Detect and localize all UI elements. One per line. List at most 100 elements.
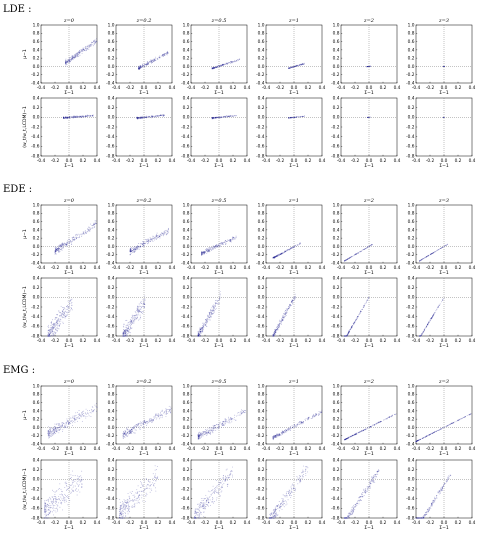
scatter-point [241,412,243,414]
scatter-point [218,244,220,246]
scatter-point [155,414,156,416]
x-tick-label: 0.2 [80,338,87,344]
scatter-point [59,315,61,316]
scatter-point [149,59,151,61]
scatter-point [162,234,164,236]
scatter-point [65,62,67,64]
scatter-point [150,60,152,62]
scatter-point [82,50,84,52]
scatter-point [65,424,67,426]
scatter-point [293,116,295,118]
scatter-point [51,427,53,429]
y-tick-label: 0.8 [333,211,340,217]
scatter-point [92,410,94,412]
scatter-point [287,308,289,310]
scatter-point [73,239,75,240]
scatter-point [231,62,233,64]
scatter-point [154,237,155,239]
scatter-point [219,243,221,245]
scatter-point [66,421,68,423]
scatter-point [142,65,144,67]
x-axis-label: Σ−1 [439,270,449,276]
scatter-point [129,431,131,433]
scatter-point [83,49,85,51]
scatter-point [57,423,59,425]
scatter-point [237,414,239,416]
scatter-point [154,59,156,61]
scatter-point [154,416,156,418]
scatter-point [132,247,134,249]
scatter-point [240,411,242,413]
redshift-label: z=1 [288,18,299,24]
scatter-point [53,328,55,330]
y-tick-label: -0.2 [31,72,40,78]
scatter-point [302,63,304,65]
scatter-point [123,326,125,328]
scatter-point [68,306,70,307]
scatter-point [89,44,91,46]
scatter-point [79,236,81,238]
scatter-point [68,60,70,62]
scatter-point [162,114,163,116]
scatter-point [153,61,155,62]
scatter-point [152,115,154,117]
scatter-point [63,117,64,119]
scatter-point [284,314,286,315]
scatter-point [237,59,239,61]
scatter-point [74,56,76,58]
y-tick-label: -0.6 [106,324,115,330]
y-tick-label: -0.2 [331,124,340,130]
scatter-point [138,243,140,244]
scatter-point [237,59,239,61]
scatter-point [142,423,143,425]
scatter-point [72,57,74,59]
scatter-point [213,309,215,311]
scatter-point [49,435,51,437]
scatter-point [209,318,211,320]
scatter-point [162,115,164,117]
scatter-point [297,65,298,67]
scatter-point [65,59,67,61]
scatter-point [284,250,286,252]
scatter-point [213,429,215,431]
scatter-point [425,256,426,258]
scatter-point [282,314,284,316]
scatter-point [88,114,89,116]
scatter-point [303,62,305,64]
x-tick-label: -0.2 [51,265,60,271]
y-tick-label: 0.2 [258,285,265,291]
scatter-point [75,116,77,117]
scatter-point [348,257,350,259]
scatter-point [167,413,169,415]
scatter-point [150,60,152,62]
scatter-point [163,53,165,55]
redshift-label: z=0.2 [136,198,152,204]
scatter-point [94,42,96,44]
y-tick-label: 0.8 [408,31,415,37]
scatter-point [150,116,152,118]
scatter-point [132,321,134,323]
scatter-point [134,314,136,316]
scatter-point [88,230,90,232]
x-axis-label: Σ−1 [289,270,299,276]
scatter-point [76,237,78,238]
scatter-point [225,240,227,241]
scatter-point [84,115,86,117]
scatter-point [50,330,52,332]
redshift-label: z=1 [288,198,299,204]
scatter-point [56,430,58,432]
scatter-point [130,322,132,324]
scatter-point [152,60,154,62]
scatter-point [62,323,64,324]
scatter-point [160,114,162,116]
y-tick-label: 0.4 [183,275,190,281]
scatter-point [236,60,238,62]
scatter-point [71,55,73,57]
scatter-point [213,67,215,69]
panel-ede-mu-z3: -0.4 -0.2 0.0 0.2 0.4Σ−1-0.4-0.20.00.20.40.6… [256,198,326,276]
scatter-point [426,325,428,327]
scatter-point [82,411,83,413]
scatter-point [52,332,54,334]
scatter-point [279,323,281,325]
scatter-point [300,63,302,65]
